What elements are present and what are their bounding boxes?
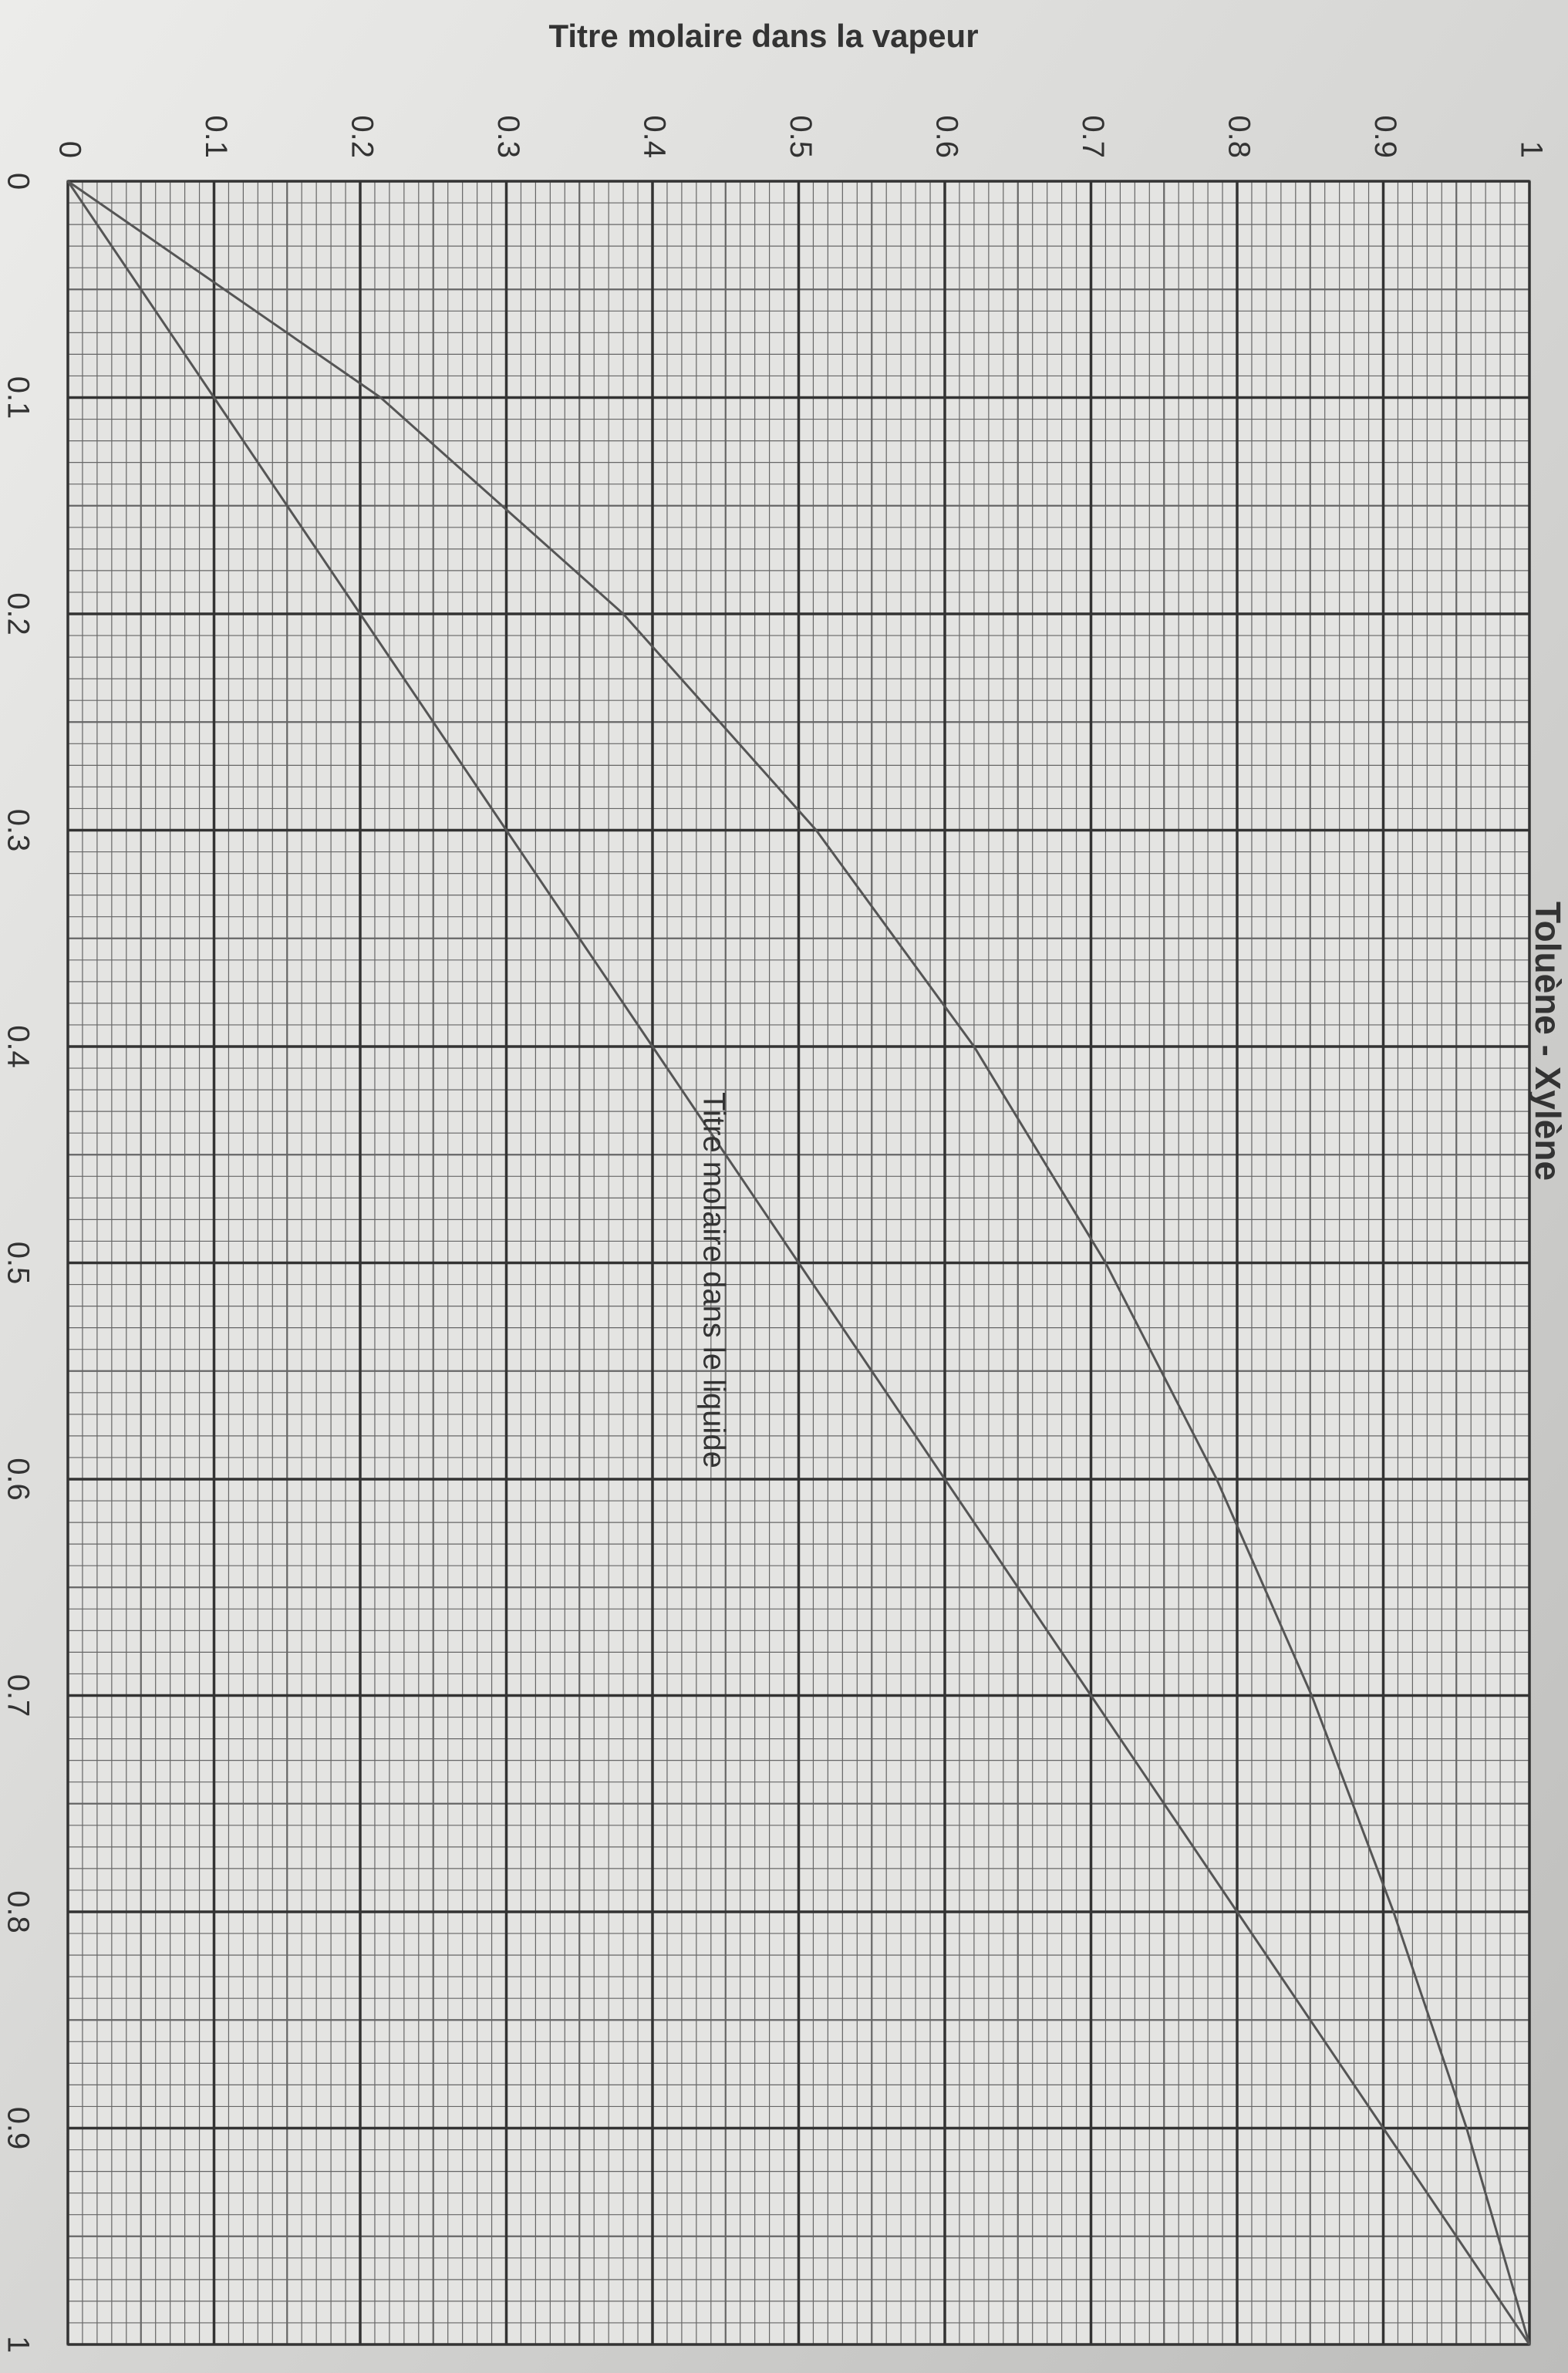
y-axis-title: Titre molaire dans la vapeur bbox=[548, 18, 978, 54]
y-tick-label: 0.3 bbox=[491, 115, 525, 158]
x-tick-label: 0.9 bbox=[1, 2107, 35, 2150]
y-tick-label: 0.1 bbox=[199, 115, 233, 158]
x-tick-label: 0.8 bbox=[1, 1890, 35, 1933]
x-tick-label: 0.3 bbox=[1, 809, 35, 852]
chart: Titre molaire dans la vapeur 00.10.20.30… bbox=[0, 0, 1568, 2373]
y-tick-label: 0.5 bbox=[784, 115, 818, 158]
x-tick-label: 0 bbox=[1, 173, 35, 190]
x-tick-label: 0.6 bbox=[1, 1458, 35, 1501]
x-tick-label: 0.2 bbox=[1, 592, 35, 635]
y-tick-label: 0.4 bbox=[637, 115, 671, 158]
x-axis-title: Titre molaire dans le liquide bbox=[696, 1092, 730, 1468]
x-tick-label: 0.4 bbox=[1, 1025, 35, 1068]
y-tick-label: 0.6 bbox=[929, 115, 963, 158]
y-tick-label: 0 bbox=[52, 141, 86, 158]
y-tick-label: 0.7 bbox=[1076, 115, 1110, 158]
y-tick-label: 0.2 bbox=[345, 115, 379, 158]
y-tick-label: 0.9 bbox=[1368, 115, 1402, 158]
x-tick-label: 0.1 bbox=[1, 376, 35, 420]
y-tick-label: 1 bbox=[1514, 141, 1548, 158]
x-tick-label: 0.5 bbox=[1, 1242, 35, 1285]
y-tick-label: 0.8 bbox=[1222, 115, 1256, 158]
chart-title: Toluène - Xylène bbox=[1528, 902, 1568, 1181]
x-tick-label: 0.7 bbox=[1, 1674, 35, 1717]
page: Titre molaire dans la vapeur 00.10.20.30… bbox=[0, 0, 1568, 2373]
x-tick-label: 1 bbox=[1, 2336, 35, 2353]
rotated-chart: 0 0.1 0.2 0.3 0.4 0.5 0.6 0.7 0.8 0.9 1 0 0.1 0.2 0.3 0… bbox=[1, 115, 1567, 2353]
